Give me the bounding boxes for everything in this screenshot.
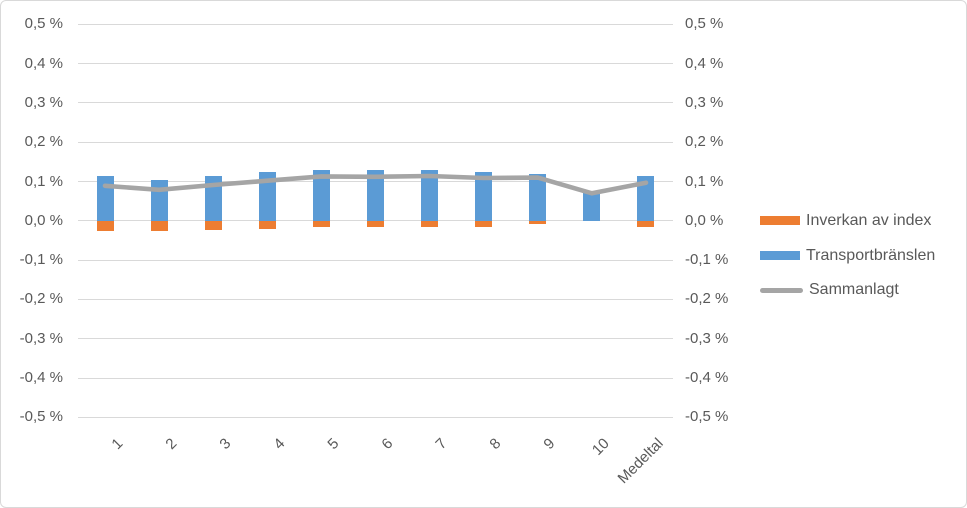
- y-axis-tick-label-left: 0,0 %: [24, 211, 63, 229]
- legend-swatch-inverkan-av-index: [760, 216, 800, 225]
- y-axis-tick-label-left: 0,2 %: [24, 133, 63, 151]
- x-axis-category-label: 8: [486, 435, 505, 453]
- y-axis-tick-label-right: 0,0 %: [685, 211, 724, 229]
- legend-item-sammanlagt: Sammanlagt: [760, 281, 899, 299]
- gridline: [78, 338, 673, 340]
- y-axis-tick-label-left: -0,5 %: [19, 408, 63, 426]
- gridline: [78, 416, 673, 418]
- x-axis-category-label: 10: [589, 435, 613, 459]
- y-axis-tick-label-left: 0,3 %: [24, 93, 63, 111]
- bar-transportbr-nslen: [204, 175, 222, 221]
- bar-transportbr-nslen: [312, 169, 330, 221]
- gridline: [78, 63, 673, 65]
- gridline: [78, 102, 673, 104]
- x-axis-category-label: Medeltal: [614, 435, 667, 488]
- gridline: [78, 141, 673, 143]
- x-axis-category-label: 5: [324, 435, 343, 453]
- bar-inverkan-av-index: [367, 220, 384, 228]
- y-axis-tick-label-left: 0,4 %: [24, 54, 63, 72]
- x-axis-category-label: 6: [378, 435, 397, 453]
- y-axis-tick-label-left: 0,1 %: [24, 172, 63, 190]
- bar-transportbr-nslen: [258, 172, 276, 221]
- gridline: [78, 23, 673, 25]
- y-axis-tick-label-right: 0,2 %: [685, 133, 724, 151]
- x-axis-category-label: 7: [432, 435, 451, 453]
- y-axis-tick-label-right: -0,3 %: [685, 329, 729, 347]
- bar-inverkan-av-index: [529, 220, 547, 225]
- bar-inverkan-av-index: [258, 220, 276, 230]
- y-axis-tick-label-right: 0,1 %: [685, 172, 724, 190]
- bar-inverkan-av-index: [150, 220, 168, 231]
- x-axis-category-label: 1: [108, 435, 127, 453]
- bar-inverkan-av-index: [204, 220, 222, 231]
- y-axis-tick-label-right: -0,2 %: [685, 290, 729, 308]
- bar-inverkan-av-index: [312, 220, 330, 228]
- bar-transportbr-nslen: [529, 174, 547, 221]
- bar-transportbr-nslen: [583, 193, 601, 221]
- legend-label: Transportbränslen: [806, 246, 936, 264]
- y-axis-tick-label-left: -0,2 %: [19, 290, 63, 308]
- x-axis-category-label: 4: [270, 435, 289, 453]
- bar-inverkan-av-index: [475, 220, 493, 228]
- y-axis-tick-label-right: 0,4 %: [685, 54, 724, 72]
- y-axis-tick-label-left: -0,3 %: [19, 329, 63, 347]
- gridline: [78, 259, 673, 261]
- y-axis-tick-label-right: -0,5 %: [685, 408, 729, 426]
- y-axis-tick-label-left: -0,1 %: [19, 251, 63, 269]
- bar-transportbr-nslen: [637, 175, 655, 221]
- gridline: [78, 298, 673, 300]
- bar-transportbr-nslen: [150, 179, 168, 221]
- bar-transportbr-nslen: [421, 170, 439, 221]
- y-axis-tick-label-right: 0,3 %: [685, 93, 724, 111]
- legend-item-inverkan-av-index: Inverkan av index: [760, 212, 931, 229]
- legend-label: Inverkan av index: [806, 211, 932, 229]
- bar-transportbr-nslen: [367, 170, 384, 221]
- y-axis-tick-label-left: 0,5 %: [24, 15, 63, 33]
- y-axis-tick-label-right: -0,4 %: [685, 369, 729, 386]
- y-axis-tick-label-right: -0,1 %: [685, 251, 729, 269]
- bar-transportbr-nslen: [475, 171, 493, 221]
- x-axis-category-label: 3: [216, 435, 235, 453]
- bar-inverkan-av-index: [421, 220, 439, 227]
- legend-item-transportbr-nslen: Transportbränslen: [760, 247, 935, 264]
- bar-transportbr-nslen: [96, 175, 114, 221]
- bar-inverkan-av-index: [96, 220, 114, 231]
- x-axis-category-label: 2: [162, 435, 181, 453]
- x-axis-category-label: 9: [540, 435, 559, 453]
- y-axis-tick-label-left: -0,4 %: [19, 369, 63, 386]
- y-axis-tick-label-right: 0,5 %: [685, 15, 724, 33]
- legend-swatch-sammanlagt-line: [760, 287, 803, 293]
- gridline: [78, 377, 673, 379]
- bar-inverkan-av-index: [637, 220, 655, 228]
- legend-swatch-transportbr-nslen: [760, 251, 800, 260]
- legend-label: Sammanlagt: [809, 281, 899, 298]
